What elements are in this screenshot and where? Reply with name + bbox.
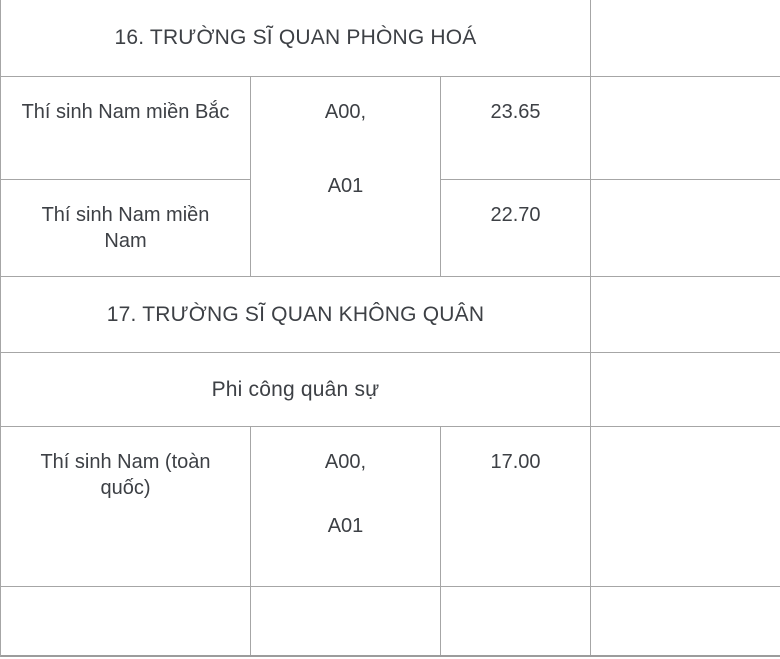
- candidate-group-label: Thí sinh Nam miền Bắc: [21, 101, 230, 123]
- subject-combo-line: A00,: [324, 101, 367, 123]
- empty-cell: [441, 587, 591, 655]
- section-17-subtitle: Phi công quân sự: [211, 377, 380, 401]
- candidate-group-cell: Thí sinh Nam miền Bắc: [1, 77, 251, 180]
- empty-cell: [591, 587, 780, 655]
- score-value: 23.65: [490, 101, 541, 123]
- section-17-subheader-cell: Phi công quân sự: [1, 353, 591, 427]
- subject-combo-cell: A00, A01: [251, 427, 441, 587]
- score-cell: 22.70: [441, 180, 591, 277]
- subject-combo-line: A01: [327, 515, 364, 537]
- score-value: 22.70: [490, 204, 541, 226]
- empty-cell: [591, 77, 780, 180]
- empty-cell: [591, 277, 780, 353]
- empty-cell: [591, 0, 780, 77]
- score-value: 17.00: [490, 451, 541, 473]
- candidate-group-cell: Thí sinh Nam (toàn quốc): [1, 427, 251, 587]
- empty-cell: [1, 587, 251, 655]
- subject-combo-line: A01: [327, 175, 364, 197]
- empty-cell: [591, 427, 780, 587]
- section-17-header-cell: 17. TRƯỜNG SĨ QUAN KHÔNG QUÂN: [1, 277, 591, 353]
- empty-cell: [591, 353, 780, 427]
- section-16-title: 16. TRƯỜNG SĨ QUAN PHÒNG HOÁ: [114, 26, 477, 49]
- empty-cell: [251, 587, 441, 655]
- score-cell: 23.65: [441, 77, 591, 180]
- candidate-group-cell: Thí sinh Nam miền Nam: [1, 180, 251, 277]
- candidate-group-label: Thí sinh Nam miền Nam: [41, 204, 210, 252]
- section-17-title: 17. TRƯỜNG SĨ QUAN KHÔNG QUÂN: [106, 302, 485, 326]
- subject-combo-cell: A00, A01: [251, 77, 441, 277]
- section-16-header-cell: 16. TRƯỜNG SĨ QUAN PHÒNG HOÁ: [1, 0, 591, 77]
- subject-combo-line: A00,: [324, 451, 367, 473]
- candidate-group-label: Thí sinh Nam (toàn quốc): [40, 451, 211, 499]
- score-cell: 17.00: [441, 427, 591, 587]
- empty-cell: [591, 180, 780, 277]
